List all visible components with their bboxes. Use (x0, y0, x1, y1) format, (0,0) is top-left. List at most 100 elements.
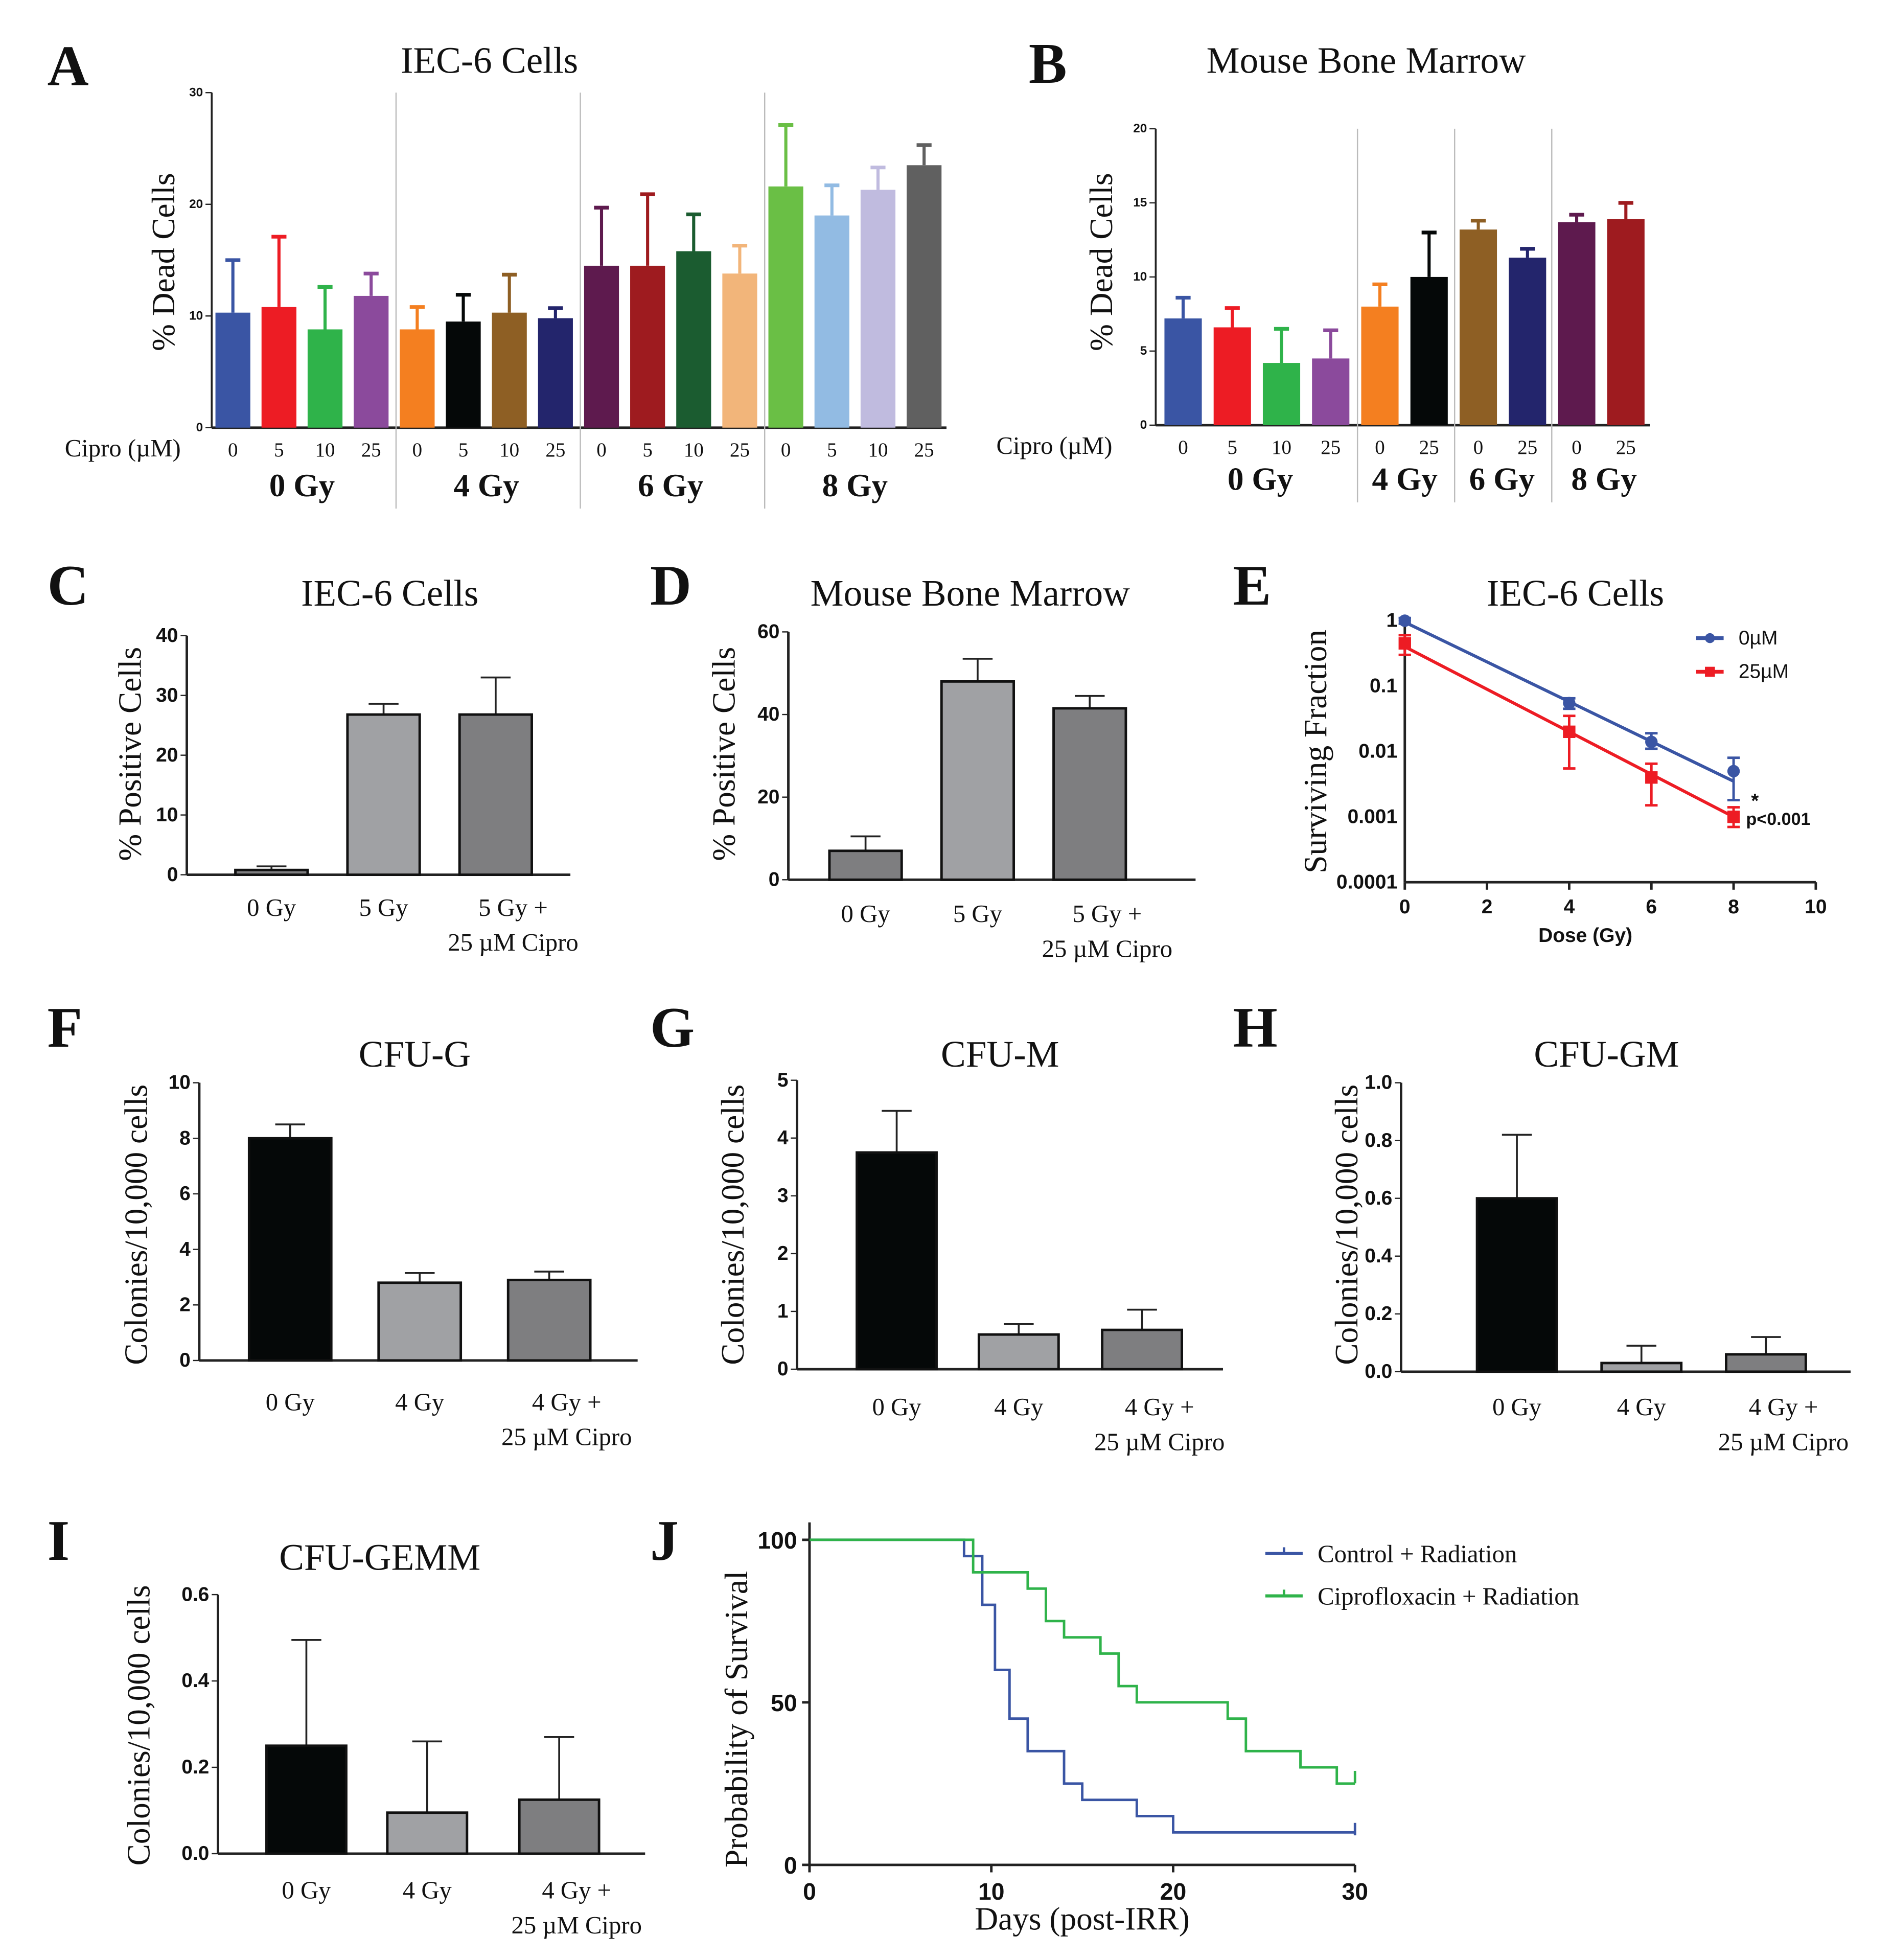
group-label: 0 Gy (269, 468, 335, 503)
x-tick-label: 4 Gy + (532, 1388, 602, 1416)
x-tick-label: 0 (412, 439, 422, 461)
x-tick-label: 25 µM Cipro (1718, 1428, 1849, 1456)
legend-label: 0µM (1739, 627, 1778, 649)
chart-title: CFU-GM (1534, 1033, 1679, 1075)
bar (307, 329, 343, 428)
x-tick-label: 4 Gy (395, 1388, 445, 1416)
chart-title: IEC-6 Cells (301, 572, 478, 614)
legend-marker (1705, 666, 1715, 677)
panel-e: E IEC-6 Cells Surviving Fraction 1 0.1 0.01 0.… (1233, 554, 1827, 947)
y-tick-label: 0.1 (1370, 675, 1397, 697)
chart-title: CFU-G (359, 1033, 471, 1075)
y-axis-label: Surviving Fraction (1298, 630, 1333, 873)
x-tick-label: 10 (684, 439, 704, 461)
x-tick-label: 0 Gy (872, 1393, 921, 1421)
bar (446, 321, 481, 428)
bar (1459, 229, 1497, 425)
x-tick-label: 6 (1646, 896, 1657, 918)
bar (377, 1281, 463, 1362)
bar (518, 1798, 601, 1855)
x-tick-label: 25 µM Cipro (501, 1423, 632, 1451)
p-value-annotation: p<0.001 (1746, 810, 1810, 829)
group-label: 8 Gy (1571, 462, 1637, 497)
bar (458, 713, 533, 877)
legend-label: 25µM (1739, 661, 1789, 683)
panel-label: D (650, 554, 691, 617)
y-tick-label: 10 (168, 1072, 190, 1094)
x-tick-label: 4 Gy (403, 1877, 452, 1904)
y-tick-label: 0.0 (1365, 1361, 1392, 1382)
x-tick-label: 8 (1728, 896, 1739, 918)
y-tick-label: 0 (1140, 418, 1147, 432)
chart-title: Mouse Bone Marrow (811, 572, 1130, 614)
x-tick-label: 25 (545, 439, 565, 461)
x-tick-label: 25 (1321, 436, 1341, 458)
bar (492, 312, 527, 428)
y-tick-label: 6 (179, 1183, 191, 1205)
x-tick-label: 0 (1473, 436, 1483, 458)
x-tick-label: 4 Gy + (1125, 1393, 1194, 1421)
x-tick-label: 0 Gy (841, 900, 891, 928)
bar (234, 868, 309, 877)
x-tick-label: 5 Gy (359, 894, 409, 921)
x-tick-label: 5 Gy (953, 900, 1003, 928)
x-tick-label: 25 (1616, 436, 1636, 458)
bar (584, 265, 619, 428)
x-tick-label: 20 (1160, 1878, 1187, 1905)
chart-title: Mouse Bone Marrow (1207, 39, 1526, 81)
bar (354, 295, 389, 428)
y-tick-label: 0.8 (1365, 1129, 1392, 1151)
bar (630, 265, 665, 428)
y-tick-label: 4 (777, 1127, 789, 1149)
x-tick-label: 4 Gy (994, 1393, 1044, 1421)
bar (1410, 276, 1448, 425)
group-label: 4 Gy (1372, 462, 1438, 497)
data-point (1645, 735, 1658, 748)
bar (265, 1744, 348, 1855)
bar (1052, 707, 1127, 881)
x-tick-label: 4 (1564, 896, 1575, 918)
y-tick-label: 0.6 (1365, 1187, 1392, 1209)
bar (261, 307, 296, 428)
chart-title: CFU-M (941, 1033, 1059, 1075)
x-tick-label: 25 µM Cipro (1042, 935, 1172, 962)
legend-marker (1705, 633, 1715, 643)
chart-title: CFU-GEMM (279, 1536, 480, 1578)
x-tick-label: 4 Gy (1617, 1393, 1667, 1421)
bar (676, 251, 711, 428)
y-tick-label: 3 (777, 1185, 789, 1207)
x-tick-label: 10 (315, 439, 335, 461)
bar (860, 190, 896, 428)
panel-label: B (1029, 32, 1067, 96)
x-tick-label: 30 (1342, 1878, 1369, 1905)
y-tick-label: 0 (777, 1358, 789, 1380)
data-point (1727, 765, 1740, 778)
panel-f: F CFU-G Colonies/10,000 cells 0 2 4 6 8 10 0 Gy 4 … (48, 996, 638, 1451)
y-axis-label: Colonies/10,000 cells (121, 1585, 156, 1865)
y-tick-label: 15 (1133, 196, 1147, 210)
panel-a: A IEC-6 Cells % Dead Cells 0 10 20 30 0 5 10 25 0 5 1… (48, 35, 946, 509)
x-tick-label: 4 Gy + (1749, 1393, 1818, 1421)
x-tick-label: 10 (499, 439, 519, 461)
x-tick-label: 5 Gy + (1072, 900, 1142, 928)
panel-label: E (1233, 554, 1271, 617)
x-tick-label: 0 (1572, 436, 1581, 458)
y-tick-label: 20 (189, 197, 203, 211)
x-tick-label: 0 (803, 1878, 816, 1905)
y-tick-label: 30 (156, 684, 178, 706)
panel-j: J Probability of Survival 0 50 100 0 10 20 30 Day… (650, 1509, 1579, 1937)
y-tick-label: 20 (1133, 122, 1147, 135)
x-tick-label: 25 µM Cipro (448, 929, 578, 956)
panel-b: B Mouse Bone Marrow % Dead Cells 0 5 10 15 20 0 5… (996, 32, 1650, 502)
chart-title: IEC-6 Cells (1487, 572, 1664, 614)
survival-curve (809, 1538, 1355, 1785)
x-tick-label: 0 (1399, 896, 1411, 918)
bar (1509, 258, 1546, 425)
legend-label: Ciprofloxacin + Radiation (1318, 1583, 1579, 1610)
group-label: 8 Gy (822, 468, 888, 503)
x-axis-label: Cipro (µM) (996, 432, 1112, 459)
y-tick-label: 0.4 (181, 1670, 209, 1692)
bar (1600, 1362, 1683, 1373)
x-axis-label: Dose (Gy) (1538, 925, 1632, 947)
bar (1361, 306, 1399, 425)
